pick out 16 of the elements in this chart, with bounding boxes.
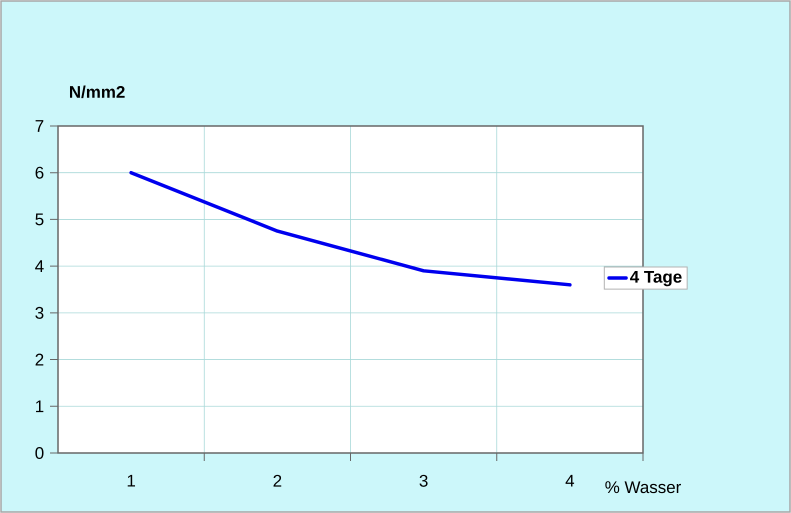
- y-tick-label: 6: [36, 166, 44, 179]
- x-tick-label: 4: [566, 474, 574, 486]
- x-axis-title: % Wasser: [605, 481, 681, 494]
- x-tick-label: 3: [420, 474, 428, 487]
- legend-label: 4 Tage: [630, 270, 682, 286]
- y-tick-label: 5: [35, 214, 44, 226]
- line-series: [129, 170, 572, 287]
- x-tick-label: 2: [274, 474, 282, 487]
- x-tick-label: 1: [128, 474, 136, 486]
- y-tick-label: 4: [35, 260, 44, 272]
- y-tick-label: 3: [35, 306, 44, 319]
- y-tick-label: 1: [36, 400, 44, 412]
- y-tick-label: 2: [36, 354, 44, 366]
- y-axis-title: N/mm2: [70, 86, 125, 98]
- y-tick-label: 7: [36, 120, 44, 132]
- y-tick-label: 0: [35, 446, 44, 459]
